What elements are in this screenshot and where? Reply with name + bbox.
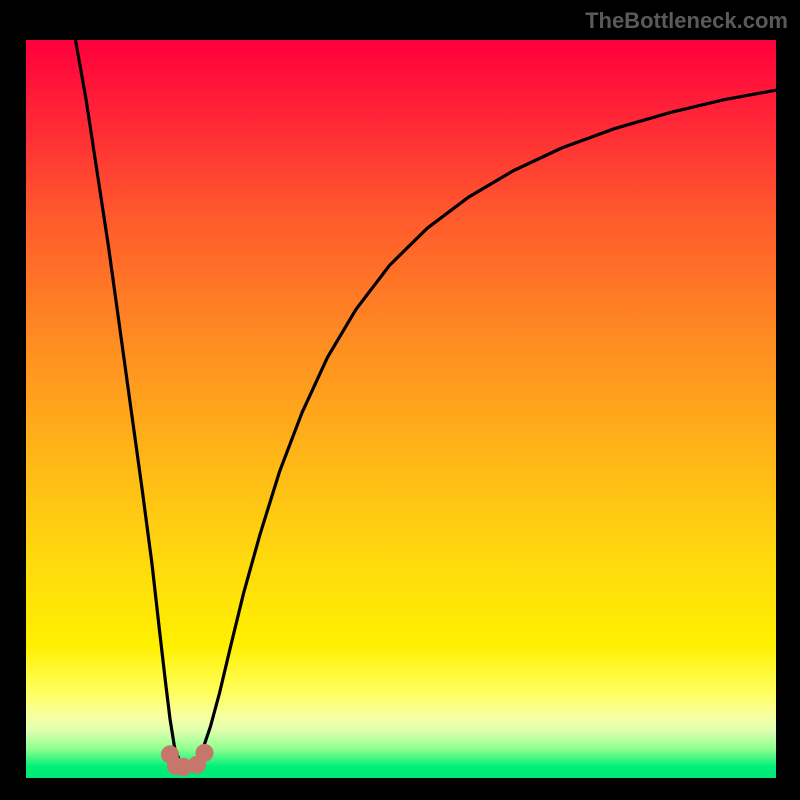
- plot-svg: [0, 0, 800, 800]
- plot-background: [26, 40, 776, 778]
- chart-container: TheBottleneck.com: [0, 0, 800, 800]
- minimum-marker: [196, 744, 214, 762]
